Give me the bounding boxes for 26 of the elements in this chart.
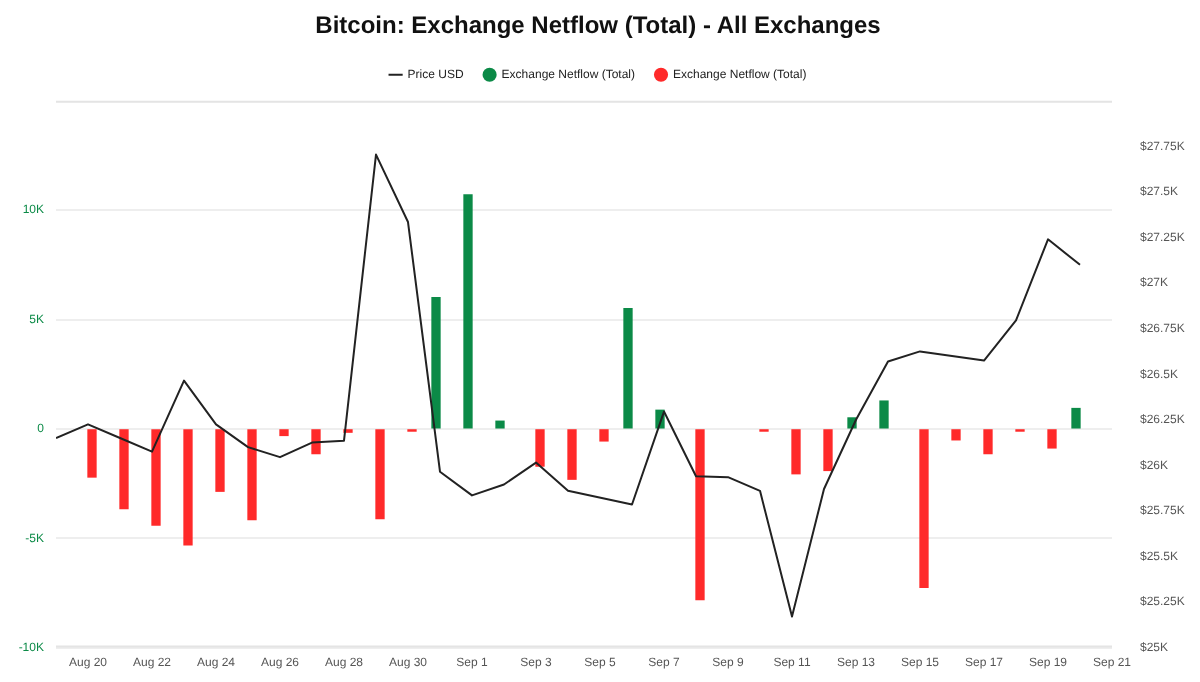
bar <box>1071 407 1081 429</box>
bar <box>791 429 801 475</box>
bar <box>535 429 545 467</box>
bar <box>279 429 289 437</box>
bar <box>311 429 321 455</box>
bar <box>599 429 609 442</box>
bar <box>247 429 257 521</box>
bar <box>215 429 225 492</box>
bar <box>879 400 889 429</box>
bar <box>919 429 929 589</box>
bar <box>183 429 193 546</box>
bar <box>495 420 505 429</box>
bar <box>983 429 993 455</box>
bar <box>695 429 705 601</box>
chart-title: Bitcoin: Exchange Netflow (Total) - All Exchanges <box>315 11 882 40</box>
bar <box>463 194 473 429</box>
bar <box>87 429 97 478</box>
bar <box>623 307 633 429</box>
bar <box>951 429 961 441</box>
bar <box>151 429 161 526</box>
bar <box>567 429 577 480</box>
bar <box>1047 429 1057 449</box>
bar <box>375 429 385 520</box>
bar <box>431 296 441 429</box>
bar <box>823 429 833 472</box>
bar <box>119 429 129 510</box>
